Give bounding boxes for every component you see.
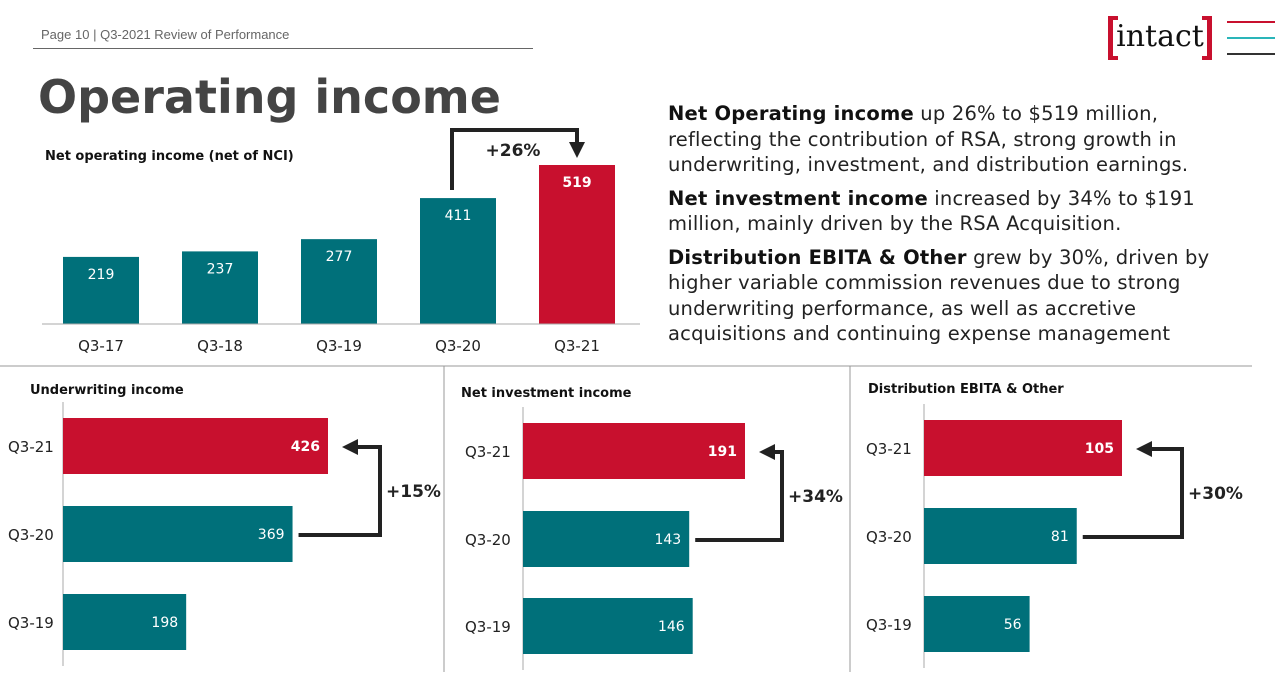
bar: [924, 596, 1030, 652]
commentary-item: Net Operating income up 26% to $519 mill…: [668, 101, 1258, 178]
tick-label: Q3-20: [8, 526, 54, 544]
growth-arrow: [450, 128, 585, 190]
bar: [182, 251, 258, 324]
tick-label: Q3-21: [866, 440, 912, 458]
bar: [924, 420, 1122, 476]
tick-label: Q3-19: [8, 614, 54, 632]
bar: [63, 256, 139, 324]
data-label: 426: [291, 439, 320, 455]
data-label: 143: [654, 532, 681, 548]
chart-title: Underwriting income: [30, 383, 184, 398]
bar: [301, 239, 377, 324]
chart-title: Net operating income (net of NCI): [45, 149, 294, 164]
tick-label: Q3-19: [866, 616, 912, 634]
growth-arrow: [695, 444, 784, 542]
bar: [420, 198, 496, 324]
bar: [63, 418, 328, 474]
commentary-bold: Net investment income: [668, 186, 928, 210]
data-label: 411: [445, 208, 472, 224]
commentary-item: Distribution EBITA & Other grew by 30%, …: [668, 245, 1258, 347]
logo-text: intact: [1116, 19, 1204, 54]
bar: [523, 423, 745, 479]
tick-label: Q3-19: [316, 337, 362, 355]
section-title: Q3-2021 Review of Performance: [100, 27, 290, 42]
data-label: 219: [88, 267, 115, 283]
commentary-text: grew by 30%, driven by higher variable c…: [668, 245, 1210, 346]
bar: [924, 508, 1077, 564]
tick-label: Q3-20: [465, 531, 511, 549]
commentary-bold: Distribution EBITA & Other: [668, 245, 967, 269]
growth-arrow: [298, 439, 382, 537]
data-label: 56: [1004, 617, 1022, 633]
header-divider: [33, 48, 533, 49]
bar: [539, 165, 615, 324]
chart-title: Distribution EBITA & Other: [868, 382, 1064, 397]
data-label: 146: [658, 619, 685, 635]
tick-label: Q3-21: [554, 337, 600, 355]
bar: [523, 511, 690, 567]
logo-line-dark: [1227, 53, 1275, 55]
data-label: 519: [562, 175, 591, 191]
data-label: 237: [207, 261, 234, 277]
commentary-item: Net investment income increased by 34% t…: [668, 186, 1258, 237]
growth-label: +15%: [386, 482, 441, 502]
logo-line-red: [1227, 21, 1275, 23]
tick-label: Q3-17: [78, 337, 124, 355]
commentary-bold: Net Operating income: [668, 102, 914, 125]
logo-line-teal: [1227, 37, 1275, 39]
bar: [523, 598, 693, 654]
growth-label: +26%: [486, 141, 541, 161]
growth-label: +30%: [1188, 484, 1243, 504]
tick-label: Q3-21: [8, 438, 54, 456]
tick-label: Q3-20: [866, 528, 912, 546]
data-label: 369: [258, 527, 285, 543]
page-header: Page 10 | Q3-2021 Review of Performance: [41, 27, 289, 42]
growth-label: +34%: [788, 487, 843, 507]
page-title: Operating income: [38, 70, 501, 124]
tick-label: Q3-20: [435, 337, 481, 355]
data-label: 81: [1051, 529, 1069, 545]
tick-label: Q3-18: [197, 337, 243, 355]
tick-label: Q3-21: [465, 443, 511, 461]
tick-label: Q3-19: [465, 618, 511, 636]
growth-arrow: [1082, 441, 1184, 539]
data-label: 198: [151, 615, 178, 631]
separator: |: [93, 27, 97, 42]
commentary-text: increased by 34% to $191 million, mainly…: [668, 186, 1195, 236]
commentary-text: up 26% to $519 million, reflecting the c…: [668, 102, 1189, 176]
page-number: Page 10: [41, 27, 90, 42]
data-label: 191: [708, 444, 737, 460]
intact-logo: intact: [1108, 16, 1212, 60]
commentary: Net Operating income up 26% to $519 mill…: [668, 101, 1258, 355]
chart-title: Net investment income: [461, 386, 632, 401]
bar: [63, 506, 293, 562]
data-label: 105: [1085, 441, 1114, 457]
data-label: 277: [326, 249, 353, 265]
bar: [63, 594, 187, 650]
